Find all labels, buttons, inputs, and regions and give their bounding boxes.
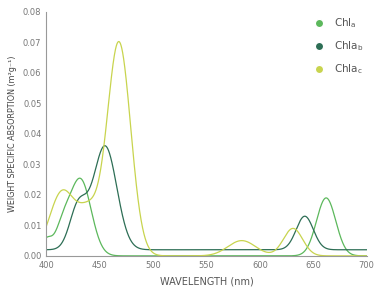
Legend: Chl$_\mathregular{a}$, Chla$_\mathregular{b}$, Chla$_\mathregular{c}$: Chl$_\mathregular{a}$, Chla$_\mathregula… (304, 12, 368, 81)
Y-axis label: WEIGHT SPECIFIC ABSORPTION (m²g⁻¹): WEIGHT SPECIFIC ABSORPTION (m²g⁻¹) (8, 55, 17, 212)
X-axis label: WAVELENGTH (nm): WAVELENGTH (nm) (160, 277, 254, 287)
